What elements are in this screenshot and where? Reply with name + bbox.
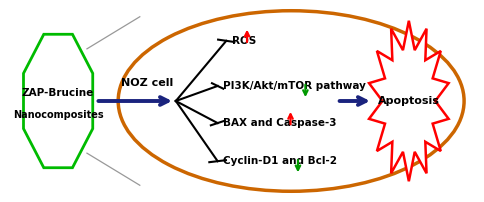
Text: ROS: ROS — [232, 36, 257, 46]
Text: Cyclin-D1 and Bcl-2: Cyclin-D1 and Bcl-2 — [224, 156, 337, 166]
Polygon shape — [24, 34, 93, 168]
Polygon shape — [369, 21, 449, 181]
Text: PI3K/Akt/mTOR pathway: PI3K/Akt/mTOR pathway — [224, 81, 366, 91]
Text: ZAP-Brucine: ZAP-Brucine — [22, 88, 94, 98]
Text: BAX and Caspase-3: BAX and Caspase-3 — [224, 118, 337, 128]
Text: Nanocomposites: Nanocomposites — [13, 110, 104, 120]
Text: Apoptosis: Apoptosis — [378, 96, 440, 106]
Text: NOZ cell: NOZ cell — [121, 78, 173, 88]
